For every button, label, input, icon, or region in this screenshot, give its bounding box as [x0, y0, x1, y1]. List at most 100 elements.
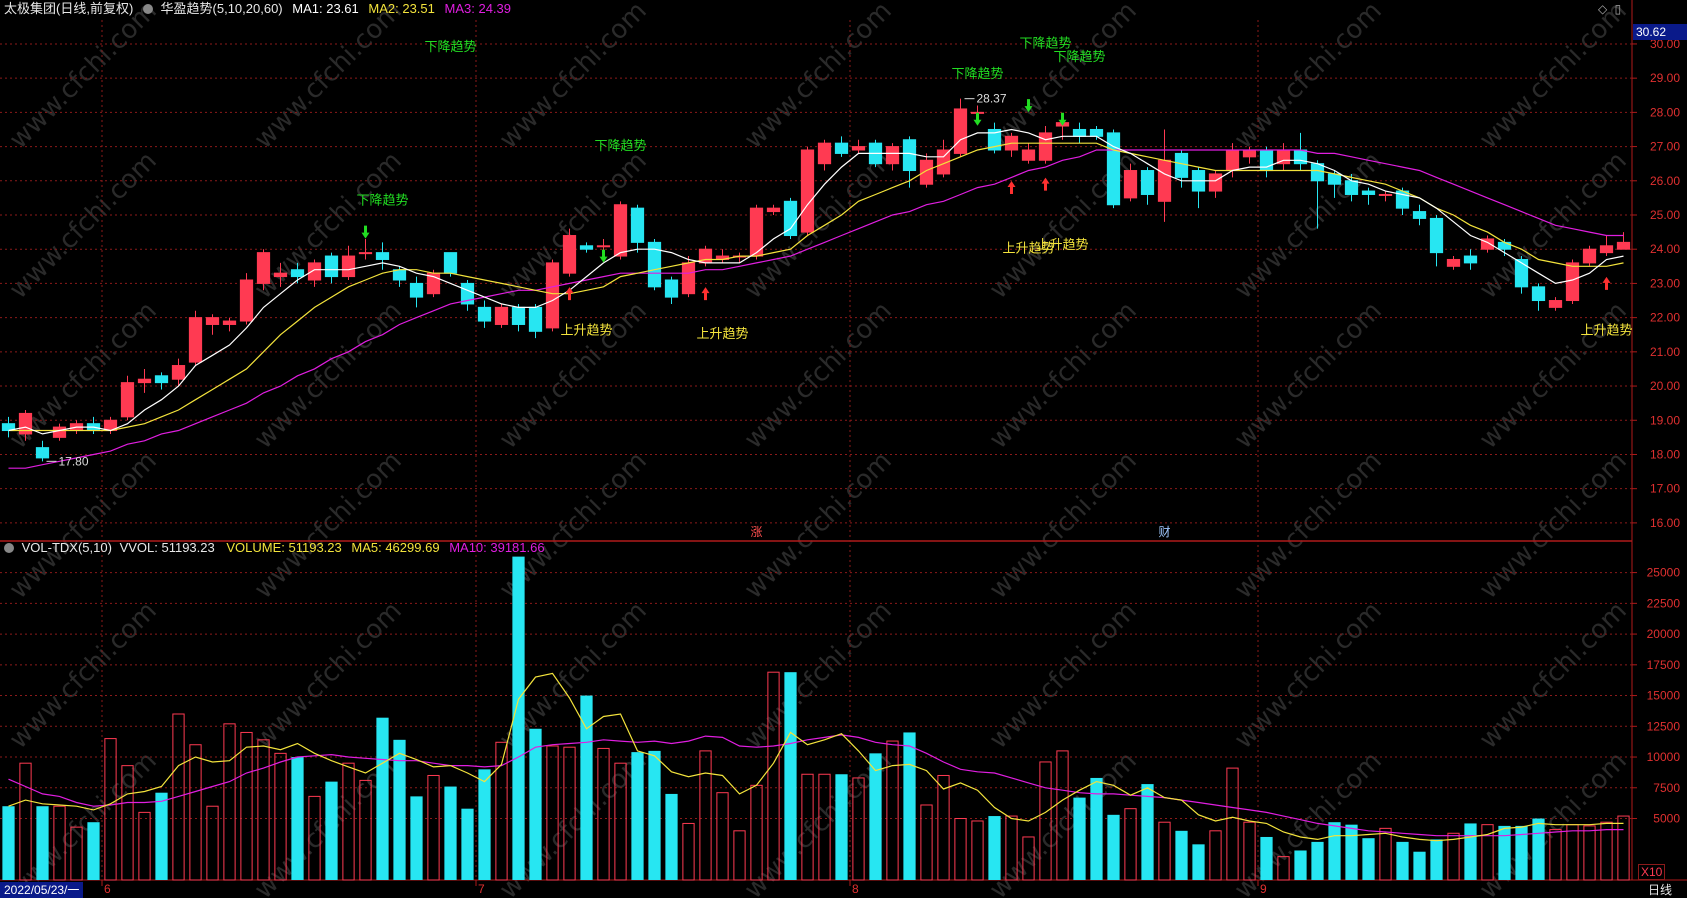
candle[interactable] [885, 143, 900, 171]
candle[interactable] [188, 310, 203, 366]
candle[interactable] [1446, 256, 1461, 270]
volume-bar[interactable] [1158, 821, 1171, 881]
volume-bar[interactable] [461, 808, 474, 880]
volume-bar[interactable] [665, 793, 678, 880]
volume-bar[interactable] [240, 731, 253, 881]
candle[interactable] [1225, 143, 1240, 178]
candle[interactable] [1616, 232, 1631, 250]
candle[interactable] [1378, 191, 1393, 202]
candle[interactable] [137, 368, 152, 393]
volume-bar[interactable] [1447, 832, 1460, 881]
candle[interactable] [426, 269, 441, 298]
volume-bar[interactable] [359, 779, 372, 881]
candle[interactable] [1106, 129, 1121, 209]
volume-bar[interactable] [886, 740, 899, 881]
volume-bar[interactable] [342, 762, 355, 881]
volume-bar[interactable] [682, 822, 695, 881]
candle[interactable] [1582, 245, 1597, 267]
candle[interactable] [358, 238, 373, 260]
candle[interactable] [1004, 132, 1019, 157]
candle[interactable] [1429, 215, 1444, 267]
panel-toggle-icon[interactable]: ▯ [1614, 2, 1622, 16]
stock-title[interactable]: 太极集团(日线,前复权) [4, 1, 134, 16]
volume-bar[interactable] [529, 728, 542, 880]
volume-bar[interactable] [1379, 827, 1392, 881]
candle[interactable] [1072, 122, 1087, 144]
collapse-icon[interactable] [4, 543, 14, 553]
candle[interactable] [1208, 170, 1223, 198]
volume-bar[interactable] [1124, 808, 1137, 881]
event-marker[interactable]: 财 [1158, 525, 1170, 539]
volume-bar[interactable] [1073, 797, 1086, 880]
volume-bar[interactable] [427, 774, 440, 881]
volume-bar[interactable] [716, 792, 729, 881]
candle[interactable] [579, 242, 594, 253]
volume-bar[interactable] [1549, 829, 1562, 881]
volume-bar[interactable] [903, 732, 916, 880]
volume-bar[interactable] [1039, 761, 1052, 881]
candle[interactable] [1514, 256, 1529, 294]
candle[interactable] [1089, 126, 1104, 140]
candle[interactable] [1191, 167, 1206, 209]
candle[interactable] [35, 440, 50, 462]
volume-bar[interactable] [1583, 825, 1596, 881]
candle[interactable] [851, 139, 866, 154]
volume-bar[interactable] [1209, 830, 1222, 881]
candle[interactable] [1276, 143, 1291, 171]
volume-bar[interactable] [2, 806, 15, 880]
volume-bar[interactable] [699, 750, 712, 881]
volume-layer[interactable] [2, 556, 1630, 881]
volume-bar[interactable] [1498, 825, 1511, 880]
volume-bar[interactable] [784, 672, 797, 880]
candle[interactable] [528, 303, 543, 339]
volume-bar[interactable] [971, 820, 984, 881]
candle[interactable] [953, 98, 968, 157]
volume-bar[interactable] [512, 556, 525, 880]
volume-bar[interactable] [1430, 839, 1443, 880]
volume-bar[interactable] [70, 826, 83, 881]
volume-bar[interactable] [1226, 767, 1239, 881]
volume-bar[interactable] [1532, 818, 1545, 880]
candle[interactable] [409, 276, 424, 308]
candle[interactable] [1412, 204, 1427, 226]
candle[interactable] [1174, 150, 1189, 188]
volume-bar[interactable] [988, 816, 1001, 880]
indicator-name[interactable]: 华盈趋势(5,10,20,60) [160, 1, 283, 16]
volume-bar[interactable] [87, 822, 100, 880]
candle[interactable] [664, 276, 679, 304]
candle[interactable] [86, 416, 101, 434]
candle[interactable] [256, 249, 271, 291]
candle[interactable] [987, 122, 1002, 154]
candle[interactable] [222, 317, 237, 332]
volume-bar[interactable] [1192, 844, 1205, 880]
volume-bar[interactable] [257, 739, 270, 881]
candle[interactable] [1310, 160, 1325, 229]
candle[interactable] [1293, 132, 1308, 171]
candle[interactable] [919, 153, 934, 188]
candle[interactable] [1548, 297, 1563, 311]
volume-bar[interactable] [36, 806, 49, 880]
period-text[interactable]: 日线 [1648, 883, 1673, 897]
volume-bar[interactable] [1481, 824, 1494, 881]
candle[interactable] [562, 228, 577, 277]
volume-bar[interactable] [648, 750, 661, 880]
volume-bar[interactable] [19, 762, 32, 881]
volume-bar[interactable] [155, 792, 168, 880]
candle[interactable] [1480, 235, 1495, 253]
volume-bar[interactable] [223, 723, 236, 881]
candle[interactable] [460, 280, 475, 311]
volume-bar[interactable] [1175, 830, 1188, 880]
volume-bar[interactable] [1345, 824, 1358, 880]
candle[interactable] [715, 249, 730, 263]
candle[interactable] [477, 300, 492, 328]
volume-bar[interactable] [138, 811, 151, 881]
candle[interactable] [1599, 235, 1614, 257]
volume-bar[interactable] [1005, 815, 1018, 881]
candle[interactable] [205, 314, 220, 335]
candle[interactable] [1038, 126, 1053, 164]
candle[interactable] [52, 423, 67, 441]
candle[interactable] [800, 146, 815, 236]
volume-bar[interactable] [614, 762, 627, 881]
candle[interactable] [834, 136, 849, 157]
